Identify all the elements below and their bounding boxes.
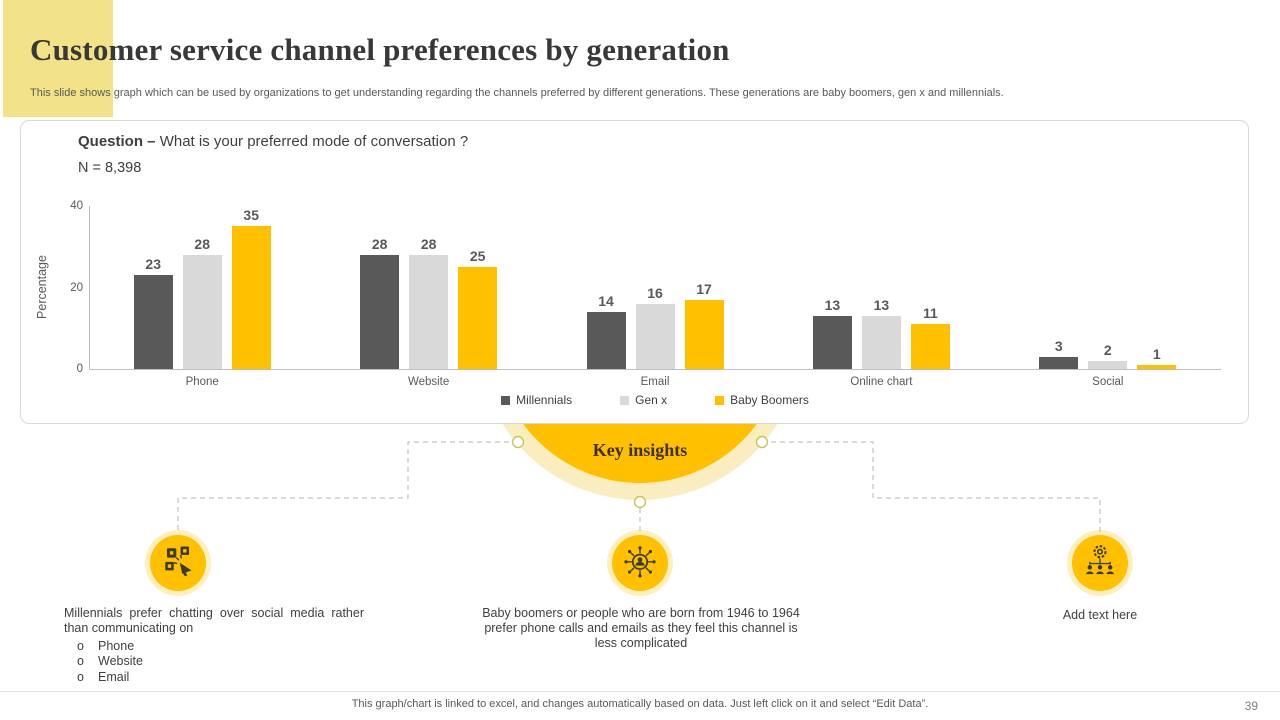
bar-value-label: 13 (824, 297, 841, 314)
bar-baby-boomers[interactable]: 25 (458, 248, 498, 369)
bar-value-label: 1 (1152, 345, 1161, 362)
bar-group-email: 14 16 17 Email (542, 206, 768, 388)
legend-item-millennials: Millennials (501, 393, 572, 407)
chart-legend: Millennials Gen x Baby Boomers (89, 393, 1221, 407)
social-media-megaphone-icon (161, 544, 195, 583)
bar-group-website: 28 28 25 Website (315, 206, 541, 388)
question-label: Question – (78, 133, 156, 150)
y-axis-title: Percentage (35, 255, 49, 319)
insight-text-placeholder[interactable]: Add text here (1062, 608, 1138, 622)
sample-size: N = 8,398 (78, 160, 142, 176)
bar-gen-x[interactable]: 28 (182, 236, 222, 369)
category-label: Email (640, 376, 670, 388)
bar-millennials[interactable]: 14 (586, 293, 626, 369)
bar-value-label: 13 (873, 297, 890, 314)
bullet-item: Phone (64, 639, 364, 654)
bar-baby-boomers[interactable]: 17 (684, 281, 724, 369)
bar-value-label: 35 (243, 207, 259, 224)
bar-baby-boomers[interactable]: 11 (910, 305, 950, 369)
insight-text-baby-boomers: Baby boomers or people who are born from… (482, 606, 800, 650)
bar-value-label: 16 (647, 284, 663, 301)
bar-gen-x[interactable]: 16 (635, 285, 675, 369)
bar-value-label: 28 (371, 235, 388, 252)
footer-divider (0, 691, 1280, 692)
bar-value-label: 28 (194, 235, 210, 252)
chart-panel: Question – What is your preferred mode o… (20, 120, 1249, 424)
bar-group-online-chart: 13 13 11 Online chart (768, 206, 994, 388)
bar-value-label: 11 (923, 305, 938, 322)
footer-note: This graph/chart is linked to excel, and… (351, 698, 929, 710)
y-axis-ticks: 40 20 0 (51, 121, 83, 381)
insight-text-millennials: Millennials prefer chatting over social … (64, 606, 364, 685)
legend-label: Millennials (516, 393, 573, 407)
team-management-icon (1083, 544, 1117, 583)
bar-value-label: 3 (1054, 337, 1063, 354)
bar-value-label: 14 (598, 292, 614, 309)
chart-question: Question – What is your preferred mode o… (78, 133, 468, 150)
customer-network-icon (623, 544, 657, 583)
category-label: Website (407, 376, 450, 388)
bar-millennials[interactable]: 23 (133, 256, 173, 369)
title-accent-rect (3, 0, 113, 117)
key-insights-title: Key insights (592, 440, 688, 460)
y-tick-label: 20 (70, 281, 83, 294)
legend-item-gen-x: Gen x (620, 393, 667, 407)
category-label: Social (1092, 376, 1124, 388)
insight-item-millennials[interactable] (150, 535, 206, 591)
y-tick-label: 0 (76, 363, 83, 375)
y-axis-line (89, 206, 90, 369)
question-text: What is your preferred mode of conversat… (159, 133, 469, 150)
bar-value-label: 23 (145, 256, 161, 273)
legend-label: Gen x (635, 393, 668, 407)
legend-swatch (501, 395, 511, 405)
insight-item-add-text[interactable] (1072, 535, 1128, 591)
bar-baby-boomers[interactable]: 35 (231, 207, 271, 369)
bar-group-phone: 23 28 35 Phone (89, 206, 315, 388)
bar-millennials[interactable]: 13 (812, 297, 852, 369)
bar-gen-x[interactable]: 28 (409, 236, 449, 369)
insight-item-baby-boomers[interactable] (612, 535, 668, 591)
bar-group-social: 3 2 1 Social (995, 206, 1221, 388)
bar-baby-boomers[interactable]: 1 (1137, 346, 1177, 369)
bar-gen-x[interactable]: 13 (861, 297, 901, 369)
legend-swatch (620, 395, 630, 405)
x-axis-line (89, 369, 1221, 370)
page-subtitle: This slide shows graph which can be used… (30, 87, 1004, 99)
page-number: 39 (1244, 699, 1258, 713)
connector-right (762, 441, 1101, 532)
category-label: Phone (185, 376, 219, 388)
bullet-item: Email (64, 670, 364, 685)
bullet-item: Website (64, 654, 364, 669)
bar-value-label: 28 (420, 235, 437, 252)
bar-millennials[interactable]: 3 (1039, 338, 1079, 369)
bar-millennials[interactable]: 28 (360, 236, 400, 369)
legend-label: Baby Boomers (730, 393, 809, 407)
bar-gen-x[interactable]: 2 (1088, 342, 1128, 369)
plot-area[interactable]: 23 28 35 Phone 28 28 25 Website 14 16 17 Email 13 13 1… (89, 206, 1221, 388)
y-tick-label: 40 (70, 200, 83, 212)
legend-item-baby-boomers: Baby Boomers (715, 393, 809, 407)
bar-value-label: 17 (696, 280, 712, 297)
legend-swatch (715, 395, 725, 405)
page-title: Customer service channel preferences by … (30, 32, 730, 67)
category-label: Online chart (850, 376, 913, 388)
connector-left (177, 441, 518, 532)
bar-value-label: 25 (469, 248, 486, 265)
insight-bullet-list: PhoneWebsiteEmail (64, 639, 364, 685)
insight-text-body: Millennials prefer chatting over social … (64, 606, 364, 635)
bar-value-label: 2 (1103, 341, 1112, 358)
